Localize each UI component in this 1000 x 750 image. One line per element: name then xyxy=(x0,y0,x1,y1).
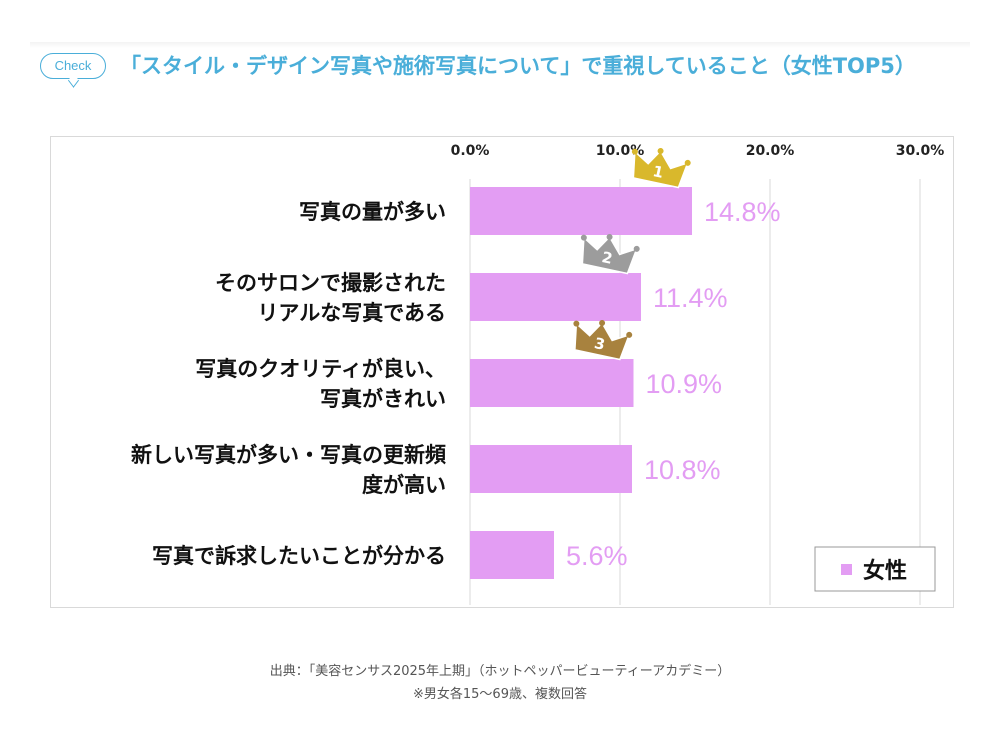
crown-icon: 2 xyxy=(580,233,640,275)
crown-rank: 3 xyxy=(593,334,607,354)
x-tick-label: 30.0% xyxy=(896,143,945,159)
crown-rank: 2 xyxy=(600,248,614,268)
x-tick-label: 0.0% xyxy=(451,143,490,159)
bar xyxy=(470,359,634,407)
legend-box xyxy=(814,546,936,592)
crown-jewel xyxy=(626,331,633,338)
data-label: 11.4% xyxy=(653,283,728,313)
bar xyxy=(470,531,554,579)
chart-panel: 0.0% 10.0% 20.0% 30.0% 14.8% 写真の量が多い 1 11.4% そのサ… xyxy=(50,136,954,608)
category-label: 写真で訴求したいことが分かる xyxy=(152,544,446,568)
crown-jewel xyxy=(606,233,613,240)
crown-icon: 3 xyxy=(573,319,633,361)
page-title: 「スタイル・デザイン写真や施術写真について」で重視していること（女性TOP5） xyxy=(120,54,916,78)
legend-label: 女性 xyxy=(863,558,907,584)
data-label: 5.6% xyxy=(566,541,628,571)
category-label: リアルな写真である xyxy=(257,301,446,325)
category-label: 写真のクオリティが良い、 xyxy=(195,357,446,381)
category-label: 度が高い xyxy=(362,473,446,497)
bar-chart: 0.0% 10.0% 20.0% 30.0% 14.8% 写真の量が多い 1 11.4% そのサ… xyxy=(131,143,945,605)
crown-jewel xyxy=(599,319,606,326)
legend-swatch xyxy=(841,564,852,575)
crown-jewel xyxy=(684,159,691,166)
sample-note: ※男女各15～69歳、複数回答 xyxy=(413,687,587,702)
crown-icon: 1 xyxy=(631,147,691,189)
category-label: 新しい写真が多い・写真の更新頻 xyxy=(131,443,446,467)
crown-jewel xyxy=(657,147,664,154)
x-tick-label: 10.0% xyxy=(596,143,645,159)
data-label: 10.9% xyxy=(646,369,723,399)
header-band xyxy=(30,42,970,48)
crown-jewel xyxy=(573,320,580,327)
data-label: 10.8% xyxy=(644,455,721,485)
category-label: 写真がきれい xyxy=(320,387,446,411)
category-label: 写真の量が多い xyxy=(299,200,446,224)
crown-jewel xyxy=(580,234,587,241)
x-tick-label: 20.0% xyxy=(746,143,795,159)
bar xyxy=(470,445,632,493)
data-label: 14.8% xyxy=(704,197,781,227)
bar xyxy=(470,187,692,235)
crown-rank: 1 xyxy=(651,162,665,182)
check-badge: Check xyxy=(40,53,106,79)
crown-jewel xyxy=(631,148,638,155)
bar xyxy=(470,273,641,321)
category-label: そのサロンで撮影された xyxy=(215,271,446,295)
source-note: 出典：「美容センサス2025年上期」（ホットペッパービューティーアカデミー） xyxy=(269,664,731,679)
crown-jewel xyxy=(633,245,640,252)
